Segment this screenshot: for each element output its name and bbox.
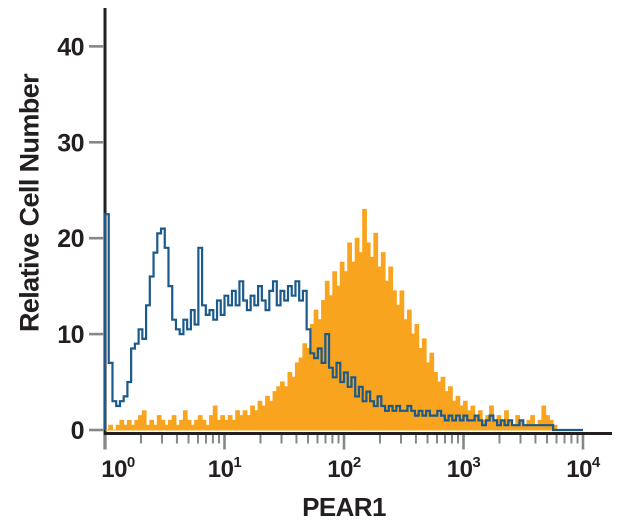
y-axis-title: Relative Cell Number — [14, 73, 45, 333]
x-axis-title: PEAR1 — [302, 492, 386, 522]
y-tick-label: 20 — [57, 225, 84, 253]
y-tick-label: 10 — [57, 321, 84, 349]
x-tick-label: 102 — [327, 454, 361, 483]
y-tick-label: 0 — [71, 417, 84, 445]
open-histogram-blue — [103, 213, 583, 432]
y-tick-label: 30 — [57, 129, 84, 157]
x-tick-label: 104 — [566, 454, 601, 483]
y-tick-label: 40 — [57, 33, 84, 61]
x-tick-label: 100 — [101, 454, 135, 483]
x-tick-label: 101 — [208, 454, 242, 483]
x-tick-label: 103 — [447, 454, 481, 483]
